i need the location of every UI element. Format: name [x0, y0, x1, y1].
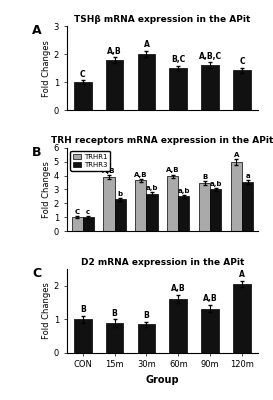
- Bar: [178, 196, 189, 232]
- Text: C: C: [239, 58, 245, 66]
- Text: A,B,C: A,B,C: [199, 52, 222, 60]
- Text: B,C: B,C: [171, 56, 185, 64]
- Text: A: A: [234, 152, 239, 158]
- Title: TRH receptors mRNA expression in the APit: TRH receptors mRNA expression in the APi…: [51, 136, 273, 145]
- Bar: [167, 176, 178, 232]
- Title: TSHβ mRNA expression in the APit: TSHβ mRNA expression in the APit: [74, 15, 251, 24]
- Bar: [169, 68, 187, 110]
- Text: B: B: [80, 305, 85, 314]
- Text: A: A: [32, 24, 42, 38]
- Bar: [74, 82, 92, 110]
- Text: a,b: a,b: [178, 188, 190, 194]
- X-axis label: Group: Group: [146, 375, 179, 385]
- Bar: [199, 183, 210, 232]
- Bar: [72, 218, 83, 232]
- Text: B: B: [32, 146, 42, 159]
- Bar: [233, 70, 251, 110]
- Bar: [201, 308, 219, 353]
- Legend: TRHR1, TRHR3: TRHR1, TRHR3: [70, 151, 110, 171]
- Bar: [146, 194, 158, 232]
- Text: a,b: a,b: [146, 185, 158, 191]
- Title: D2 mRNA expression in the APit: D2 mRNA expression in the APit: [81, 258, 244, 267]
- Bar: [83, 218, 94, 232]
- Text: A: A: [144, 40, 149, 49]
- Bar: [242, 182, 253, 232]
- Text: A,B: A,B: [171, 284, 186, 294]
- Text: a,b: a,b: [209, 181, 222, 187]
- Text: B: B: [202, 174, 207, 180]
- Text: c: c: [86, 209, 90, 215]
- Bar: [231, 162, 242, 232]
- Y-axis label: Fold Changes: Fold Changes: [42, 282, 51, 339]
- Bar: [115, 199, 126, 232]
- Bar: [138, 54, 155, 110]
- Text: a: a: [245, 172, 250, 178]
- Bar: [135, 180, 146, 232]
- Bar: [74, 319, 92, 353]
- Text: C: C: [75, 209, 80, 215]
- Text: A: A: [239, 270, 245, 279]
- Bar: [103, 177, 115, 232]
- Text: C: C: [80, 70, 85, 79]
- Y-axis label: Fold Changes: Fold Changes: [42, 40, 51, 96]
- Bar: [106, 60, 123, 110]
- Bar: [138, 324, 155, 353]
- Bar: [210, 190, 221, 232]
- Bar: [169, 299, 187, 353]
- Text: B: B: [144, 311, 149, 320]
- Y-axis label: Fold Changes: Fold Changes: [42, 161, 51, 218]
- Text: A,B: A,B: [102, 168, 116, 174]
- Bar: [106, 323, 123, 353]
- Text: A,B: A,B: [166, 168, 179, 174]
- Text: A,B: A,B: [203, 294, 218, 304]
- Bar: [201, 65, 219, 110]
- Bar: [233, 284, 251, 353]
- Text: B: B: [112, 308, 117, 318]
- Text: A,B: A,B: [134, 172, 148, 178]
- Text: b: b: [118, 191, 123, 197]
- Text: A,B: A,B: [107, 46, 122, 56]
- Text: C: C: [32, 267, 41, 280]
